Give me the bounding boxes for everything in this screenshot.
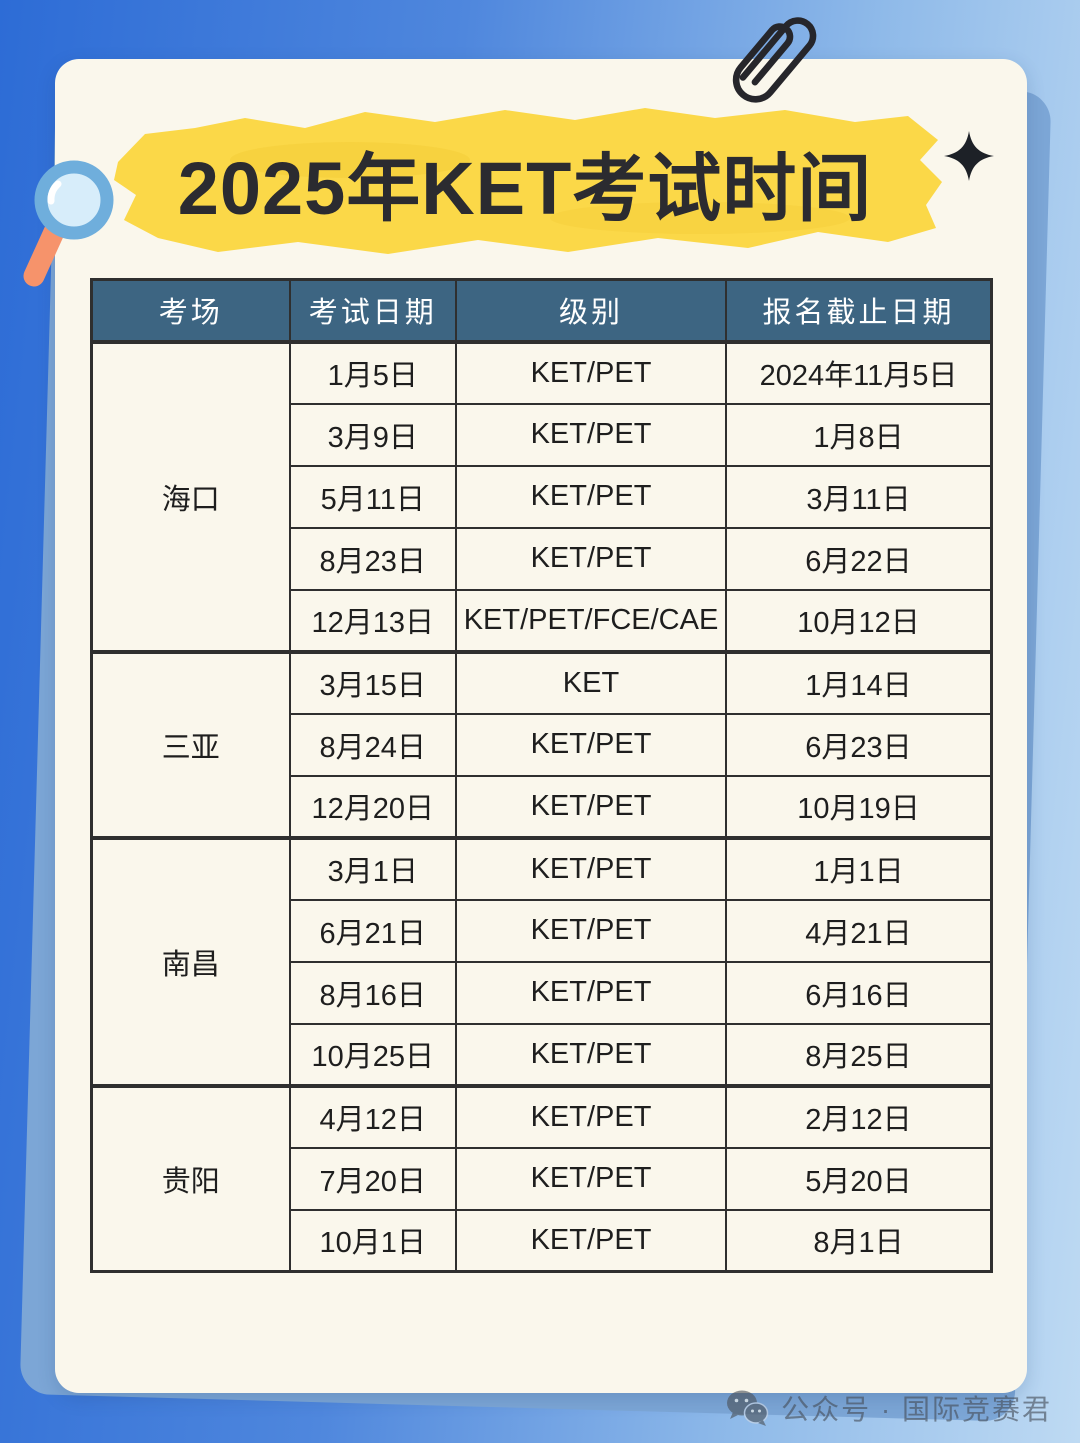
exam-date-cell: 3月9日 bbox=[288, 402, 457, 467]
exam-date-cell: 8月23日 bbox=[288, 526, 457, 591]
level-cell: KET/PET bbox=[455, 1083, 727, 1149]
page-title: 2025年KET考试时间 bbox=[177, 147, 873, 230]
watermark: 公众号 · 国际竞赛君 bbox=[725, 1388, 1052, 1428]
exam-date-cell: 10月1日 bbox=[288, 1208, 457, 1273]
table-row: 8月23日 KET/PET 6月22日 bbox=[92, 526, 993, 591]
highlight-blob bbox=[114, 108, 942, 254]
level-cell: KET/PET bbox=[455, 339, 727, 405]
exam-date-cell: 12月20日 bbox=[288, 774, 457, 839]
table-row: 海口 1月5日 KET/PET 2024年11月5日 bbox=[90, 339, 993, 653]
wechat-icon bbox=[727, 1390, 769, 1426]
table-row: 6月21日 KET/PET 4月21日 bbox=[92, 898, 993, 963]
level-cell: KET/PET/FCE/CAE bbox=[455, 588, 727, 653]
deadline-cell: 4月21日 bbox=[725, 898, 993, 963]
exam-table: 考场 考试日期 级别 报名截止日期 海口 1月5日 KET/PET 2024年11月5… bbox=[90, 278, 993, 1273]
watermark-text: 公众号 · 国际竞赛君 bbox=[781, 1394, 1052, 1425]
header-venue: 考场 bbox=[90, 278, 291, 343]
exam-date-cell: 5月11日 bbox=[288, 464, 457, 529]
deadline-cell: 2月12日 bbox=[725, 1083, 993, 1149]
exam-date-cell: 1月5日 bbox=[288, 339, 457, 405]
deadline-cell: 10月12日 bbox=[725, 588, 993, 653]
deadline-cell: 1月8日 bbox=[725, 402, 993, 467]
table-row: 12月13日 KET/PET/FCE/CAE 10月12日 bbox=[92, 588, 993, 653]
level-cell: KET bbox=[455, 649, 727, 715]
venue-cell: 南昌 bbox=[90, 835, 291, 1087]
table-row: 5月11日 KET/PET 3月11日 bbox=[92, 464, 993, 529]
exam-date-cell: 8月24日 bbox=[288, 712, 457, 777]
deadline-cell: 1月1日 bbox=[725, 835, 993, 901]
header-level: 级别 bbox=[455, 278, 727, 343]
table-row: 12月20日 KET/PET 10月19日 bbox=[92, 774, 993, 839]
header-deadline: 报名截止日期 bbox=[725, 278, 993, 343]
deadline-cell: 6月23日 bbox=[725, 712, 993, 777]
sparkle-icon bbox=[944, 131, 994, 181]
table-row: 3月9日 KET/PET 1月8日 bbox=[92, 402, 993, 467]
deadline-cell: 1月14日 bbox=[725, 649, 993, 715]
table-row: 三亚 3月15日 KET 1月14日 bbox=[90, 649, 993, 839]
deadline-cell: 3月11日 bbox=[725, 464, 993, 529]
table-row: 10月1日 KET/PET 8月1日 bbox=[92, 1208, 993, 1273]
level-cell: KET/PET bbox=[455, 1208, 727, 1273]
deadline-cell: 8月25日 bbox=[725, 1022, 993, 1087]
header-date: 考试日期 bbox=[288, 278, 457, 343]
exam-date-cell: 3月15日 bbox=[288, 649, 457, 715]
table-row: 贵阳 4月12日 KET/PET 2月12日 bbox=[90, 1083, 993, 1273]
exam-date-cell: 6月21日 bbox=[288, 898, 457, 963]
level-cell: KET/PET bbox=[455, 1146, 727, 1211]
table-row: 10月25日 KET/PET 8月25日 bbox=[92, 1022, 993, 1087]
table-body: 海口 1月5日 KET/PET 2024年11月5日 3月9日 KET/PET 1月8日 5月… bbox=[90, 339, 993, 1273]
deadline-cell: 8月1日 bbox=[725, 1208, 993, 1273]
table-row: 7月20日 KET/PET 5月20日 bbox=[92, 1146, 993, 1211]
table-row: 8月24日 KET/PET 6月23日 bbox=[92, 712, 993, 777]
exam-date-cell: 8月16日 bbox=[288, 960, 457, 1025]
deadline-cell: 10月19日 bbox=[725, 774, 993, 839]
exam-date-cell: 7月20日 bbox=[288, 1146, 457, 1211]
deadline-cell: 5月20日 bbox=[725, 1146, 993, 1211]
table-row: 南昌 3月1日 KET/PET 1月1日 bbox=[90, 835, 993, 1087]
level-cell: KET/PET bbox=[455, 526, 727, 591]
title-banner: 2025年KET考试时间 bbox=[100, 100, 950, 265]
level-cell: KET/PET bbox=[455, 402, 727, 467]
venue-cell: 海口 bbox=[90, 339, 291, 653]
magnifier-icon bbox=[23, 160, 114, 287]
level-cell: KET/PET bbox=[455, 1022, 727, 1087]
exam-date-cell: 4月12日 bbox=[288, 1083, 457, 1149]
deadline-cell: 2024年11月5日 bbox=[725, 339, 993, 405]
venue-cell: 贵阳 bbox=[90, 1083, 291, 1273]
level-cell: KET/PET bbox=[455, 774, 727, 839]
venue-cell: 三亚 bbox=[90, 649, 291, 839]
level-cell: KET/PET bbox=[455, 712, 727, 777]
deadline-cell: 6月16日 bbox=[725, 960, 993, 1025]
level-cell: KET/PET bbox=[455, 835, 727, 901]
level-cell: KET/PET bbox=[455, 898, 727, 963]
exam-date-cell: 10月25日 bbox=[288, 1022, 457, 1087]
header-row: 考场 考试日期 级别 报名截止日期 bbox=[90, 278, 993, 343]
table-row: 8月16日 KET/PET 6月16日 bbox=[92, 960, 993, 1025]
paperclip-icon bbox=[732, 17, 817, 103]
level-cell: KET/PET bbox=[455, 464, 727, 529]
exam-date-cell: 3月1日 bbox=[288, 835, 457, 901]
exam-date-cell: 12月13日 bbox=[288, 588, 457, 653]
deadline-cell: 6月22日 bbox=[725, 526, 993, 591]
level-cell: KET/PET bbox=[455, 960, 727, 1025]
